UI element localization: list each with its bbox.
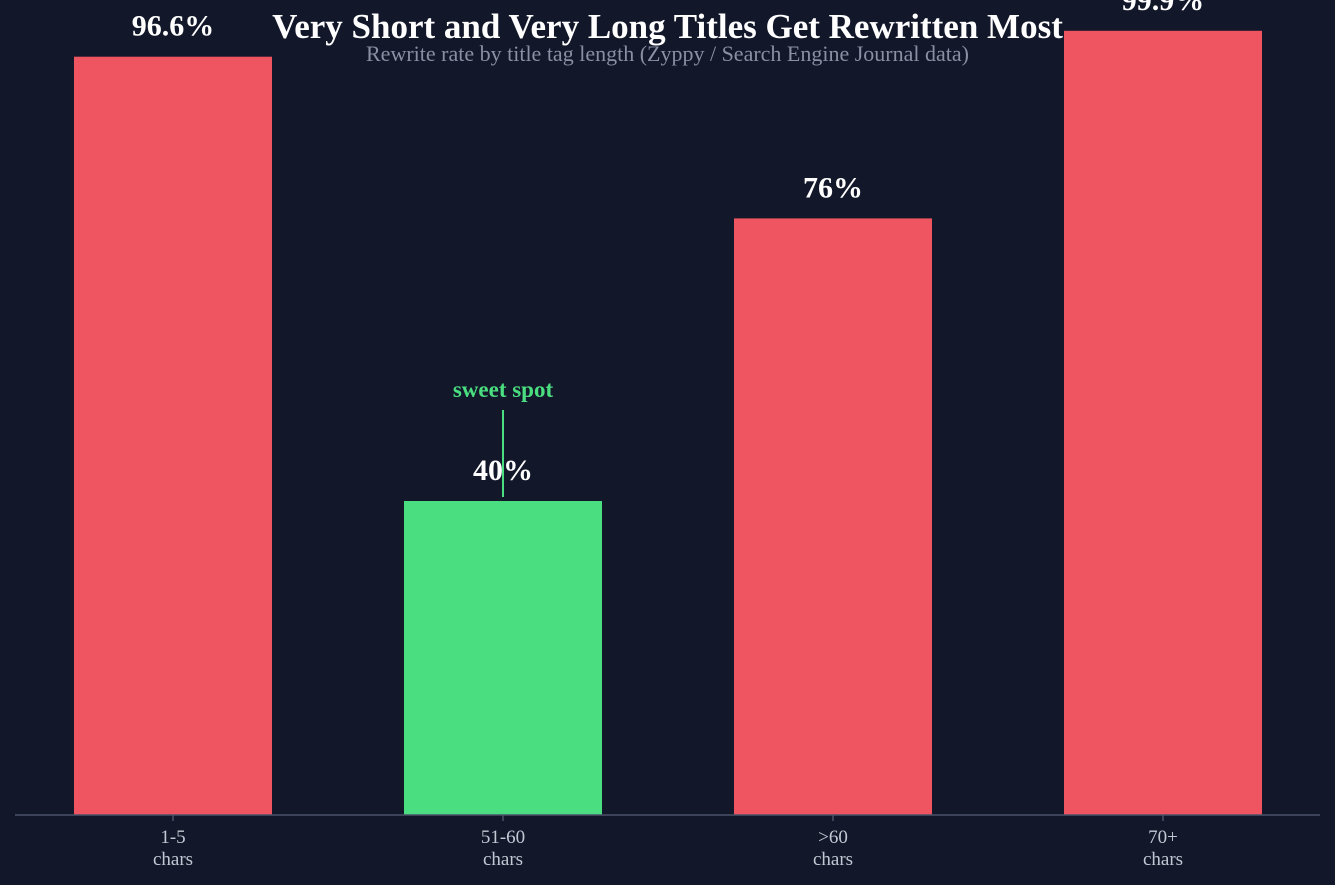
x-tick-label: 1-5 (160, 827, 185, 848)
x-tick-label: chars (1143, 849, 1183, 870)
annotation-label: sweet spot (453, 377, 554, 402)
annotation-layer: sweet spot (453, 377, 554, 497)
x-tick-label: chars (153, 849, 193, 870)
x-tick-label: 51-60 (481, 827, 525, 848)
chart-subtitle: Rewrite rate by title tag length (Zyppy … (366, 41, 969, 66)
x-tick-label: chars (813, 849, 853, 870)
value-label: 99.9% (1122, 0, 1205, 17)
bar-1-5 (74, 56, 272, 815)
chart-title: Very Short and Very Long Titles Get Rewr… (272, 7, 1063, 46)
bars-layer (74, 30, 1262, 816)
labels-layer: 96.6%40%76%99.9% (132, 0, 1205, 487)
x-tick-label: 70+ (1148, 827, 1178, 848)
bar-70+ (1064, 30, 1262, 816)
value-label: 96.6% (132, 10, 215, 43)
bar->60 (734, 218, 932, 815)
value-label: 76% (803, 171, 863, 204)
x-tick-label: >60 (818, 827, 848, 848)
x-tick-label: chars (483, 849, 523, 870)
bar-51-60 (404, 501, 602, 815)
